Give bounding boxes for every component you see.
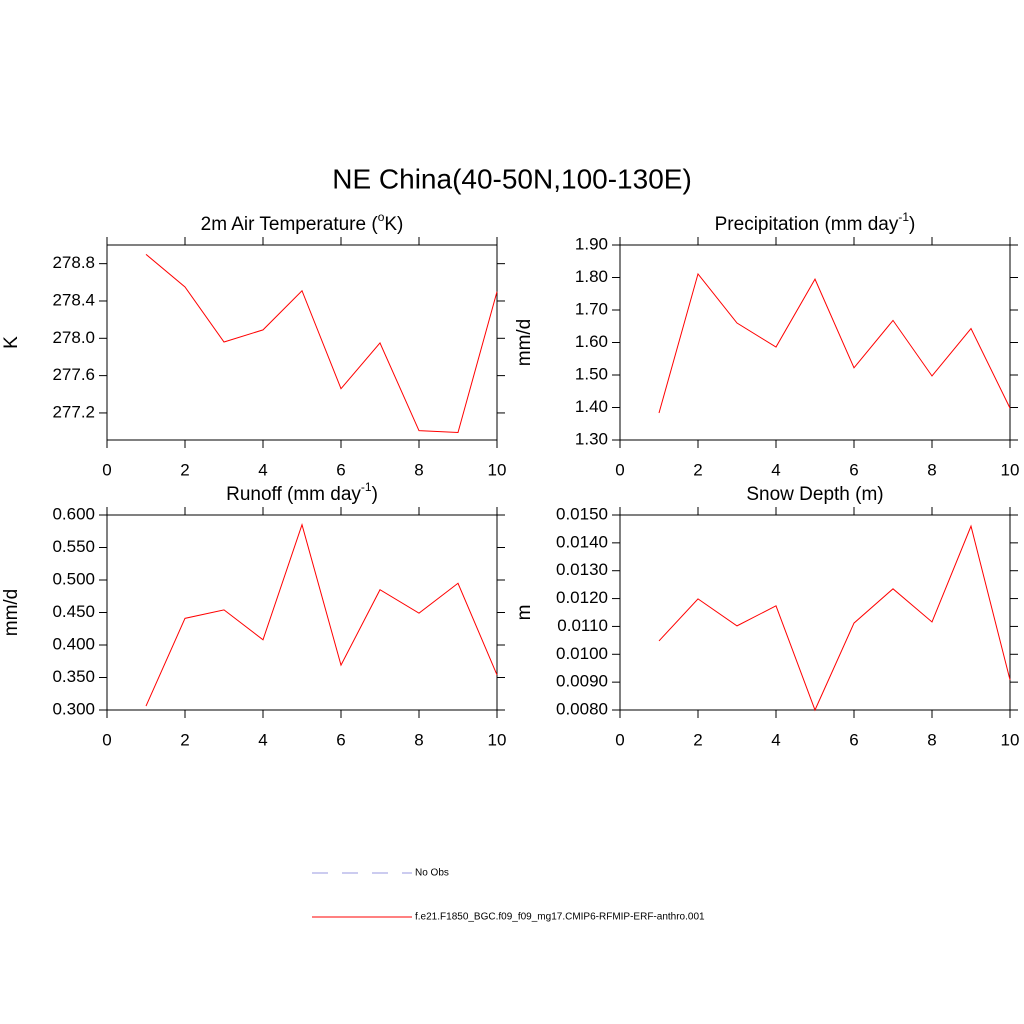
x-tick-label: 8 (927, 460, 936, 479)
x-tick-label: 0 (102, 460, 111, 479)
data-line (145, 523, 498, 707)
y-tick-label: 1.90 (575, 234, 608, 253)
x-tick-label: 2 (693, 730, 702, 749)
x-tick-label: 0 (102, 730, 111, 749)
x-tick-label: 4 (771, 730, 780, 749)
panel-title: Precipitation (mm day-1) (715, 210, 916, 235)
x-tick-label: 0 (615, 730, 624, 749)
title-part: Runoff (mm day (226, 484, 361, 505)
x-tick-label: 2 (180, 460, 189, 479)
y-tick-label: 0.400 (52, 634, 95, 653)
y-tick-label: 1.60 (575, 332, 608, 351)
y-tick-label: 0.0140 (556, 532, 608, 551)
title-part: -1 (361, 480, 372, 494)
x-tick-label: 6 (336, 460, 345, 479)
y-tick-label: 1.70 (575, 299, 608, 318)
title-part: ) (372, 484, 378, 505)
x-tick-label: 10 (488, 730, 507, 749)
x-tick-label: 0 (615, 460, 624, 479)
plot-frame (619, 514, 1011, 711)
y-tick-label: 0.0150 (556, 504, 608, 523)
x-tick-label: 10 (1001, 460, 1020, 479)
title-part: o (378, 210, 385, 224)
x-tick-label: 8 (414, 460, 423, 479)
x-tick-label: 4 (771, 460, 780, 479)
y-tick-label: 0.600 (52, 504, 95, 523)
x-tick-label: 4 (258, 730, 267, 749)
x-tick-label: 4 (258, 460, 267, 479)
y-tick-label: 0.500 (52, 569, 95, 588)
panel-title: Snow Depth (m) (746, 484, 883, 505)
y-tick-label: 0.350 (52, 667, 95, 686)
x-tick-label: 6 (336, 730, 345, 749)
y-tick-label: 0.300 (52, 699, 95, 718)
y-tick-label: 278.4 (52, 290, 95, 309)
plot-frame (106, 514, 498, 711)
x-tick-label: 8 (927, 730, 936, 749)
y-axis-label: K (1, 336, 22, 349)
x-tick-label: 10 (488, 460, 507, 479)
title-part: -1 (898, 210, 909, 224)
y-tick-label: 0.450 (52, 602, 95, 621)
x-tick-label: 6 (849, 730, 858, 749)
panel-title: 2m Air Temperature (oK) (201, 210, 404, 235)
title-part: Snow Depth (m) (746, 484, 883, 505)
x-tick-label: 10 (1001, 730, 1020, 749)
plot-frame (106, 244, 498, 441)
data-line (658, 524, 1011, 712)
y-tick-label: 278.8 (52, 253, 95, 272)
y-tick-label: 0.0110 (557, 616, 608, 635)
y-axis-label: m (514, 605, 535, 621)
y-tick-label: 1.30 (575, 429, 608, 448)
data-line (145, 253, 498, 434)
y-tick-label: 0.550 (52, 537, 95, 556)
y-tick-label: 0.0080 (556, 699, 608, 718)
y-tick-label: 0.0120 (556, 588, 608, 607)
x-tick-label: 2 (693, 460, 702, 479)
legend-label: No Obs (415, 868, 449, 879)
y-tick-label: 277.6 (52, 365, 95, 384)
y-tick-label: 1.50 (575, 364, 608, 383)
y-tick-label: 1.80 (575, 267, 608, 286)
title-part: K) (384, 214, 403, 235)
data-line (658, 272, 1011, 414)
legend-label: f.e21.F1850_BGC.f09_f09_mg17.CMIP6-RFMIP… (415, 912, 705, 923)
figure-title: NE China(40-50N,100-130E) (332, 163, 692, 194)
title-part: 2m Air Temperature ( (201, 214, 379, 235)
y-tick-label: 278.0 (52, 328, 95, 347)
y-axis-label: mm/d (514, 319, 535, 367)
panel-title: Runoff (mm day-1) (226, 480, 378, 505)
x-tick-label: 2 (180, 730, 189, 749)
y-axis-label: mm/d (1, 589, 22, 637)
title-part: ) (909, 214, 915, 235)
y-tick-label: 277.2 (52, 402, 95, 421)
y-tick-label: 0.0090 (556, 672, 608, 691)
x-tick-label: 6 (849, 460, 858, 479)
y-tick-label: 1.40 (575, 397, 608, 416)
y-tick-label: 0.0130 (556, 560, 608, 579)
y-tick-label: 0.0100 (556, 644, 608, 663)
title-part: Precipitation (mm day (715, 214, 899, 235)
x-tick-label: 8 (414, 730, 423, 749)
